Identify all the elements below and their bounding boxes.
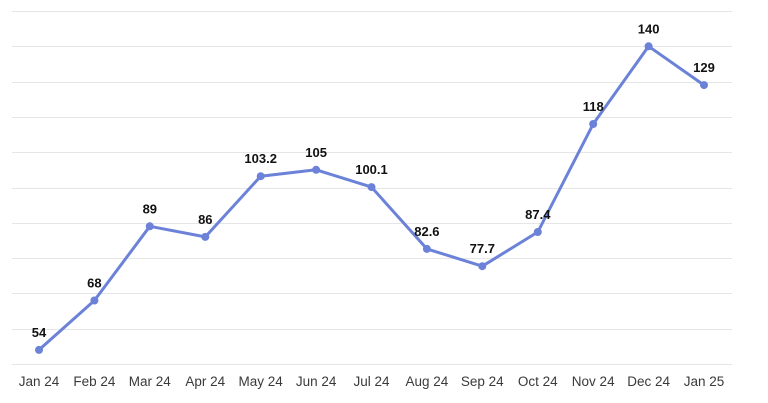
data-point bbox=[201, 232, 210, 241]
x-tick-label: Oct 24 bbox=[518, 374, 558, 389]
data-point bbox=[700, 81, 708, 90]
data-point bbox=[256, 172, 265, 181]
data-label: 68 bbox=[87, 276, 101, 291]
data-point bbox=[90, 296, 99, 305]
x-tick-label: Feb 24 bbox=[73, 374, 116, 389]
data-label: 82.6 bbox=[414, 224, 439, 239]
data-point bbox=[422, 244, 431, 253]
data-point bbox=[644, 42, 653, 51]
data-point bbox=[589, 120, 598, 128]
data-point bbox=[312, 165, 321, 174]
data-point bbox=[35, 345, 43, 354]
data-label: 89 bbox=[143, 201, 157, 216]
data-label: 118 bbox=[583, 99, 604, 114]
x-tick-label: May 24 bbox=[239, 374, 284, 389]
data-label: 129 bbox=[693, 60, 715, 75]
data-point bbox=[533, 228, 542, 236]
x-tick-label: Jan 24 bbox=[19, 374, 60, 389]
x-tick-label: Nov 24 bbox=[572, 374, 615, 389]
data-point bbox=[478, 262, 487, 271]
x-tick-label: Dec 24 bbox=[627, 374, 670, 389]
x-axis-ticks: Jan 24 Feb 24 Mar 24 Apr 24 May 24 Jun 24 Jul … bbox=[19, 374, 725, 389]
data-label: 87.4 bbox=[525, 207, 551, 222]
data-point bbox=[145, 222, 154, 231]
x-tick-label: Jun 24 bbox=[296, 374, 337, 389]
x-tick-label: Mar 24 bbox=[129, 374, 172, 389]
data-label: 140 bbox=[638, 21, 660, 36]
x-tick-label: Apr 24 bbox=[185, 374, 225, 389]
series-line bbox=[37, 44, 706, 352]
data-label: 105 bbox=[305, 145, 327, 160]
x-tick-label: Jan 25 bbox=[684, 374, 725, 389]
data-label: 77.7 bbox=[470, 241, 495, 256]
x-tick-label: Sep 24 bbox=[461, 374, 504, 389]
data-point bbox=[367, 183, 376, 192]
data-label: 54 bbox=[32, 325, 47, 340]
series-line-group bbox=[37, 44, 706, 352]
data-labels: 54 68 89 86 103.2 105 100.1 82.6 77.7 87.4 118 140 1… bbox=[32, 21, 715, 340]
x-tick-label: Aug 24 bbox=[406, 374, 449, 389]
data-label: 100.1 bbox=[355, 162, 388, 177]
x-tick-label: Jul 24 bbox=[353, 374, 390, 389]
data-label: 103.2 bbox=[244, 151, 277, 166]
data-label: 86 bbox=[198, 212, 212, 227]
data-points bbox=[35, 42, 708, 354]
